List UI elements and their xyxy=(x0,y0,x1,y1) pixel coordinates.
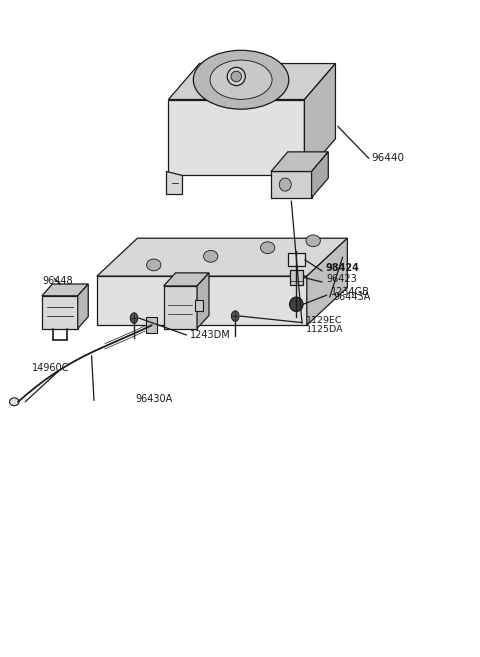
Polygon shape xyxy=(271,171,312,198)
Polygon shape xyxy=(166,171,182,194)
Polygon shape xyxy=(271,152,328,171)
Text: 98424: 98424 xyxy=(326,263,360,273)
Ellipse shape xyxy=(231,71,241,81)
Circle shape xyxy=(130,313,138,323)
Text: 96423: 96423 xyxy=(326,274,357,284)
Ellipse shape xyxy=(210,60,272,99)
Polygon shape xyxy=(97,238,348,276)
Ellipse shape xyxy=(146,259,161,271)
Bar xyxy=(289,270,303,284)
Polygon shape xyxy=(307,238,348,325)
Ellipse shape xyxy=(289,297,303,311)
Text: 96443A: 96443A xyxy=(333,292,370,302)
Bar xyxy=(146,317,157,333)
Text: 96448: 96448 xyxy=(42,276,72,286)
Polygon shape xyxy=(312,152,328,198)
Polygon shape xyxy=(168,64,336,99)
Polygon shape xyxy=(304,64,336,175)
Ellipse shape xyxy=(261,242,275,254)
Text: 14960C: 14960C xyxy=(33,363,70,373)
Text: 96430A: 96430A xyxy=(135,394,173,404)
Text: 96440: 96440 xyxy=(371,153,404,164)
Polygon shape xyxy=(164,273,209,286)
Bar xyxy=(195,300,203,311)
Ellipse shape xyxy=(227,67,245,85)
Polygon shape xyxy=(42,296,78,328)
Ellipse shape xyxy=(306,235,320,246)
Bar xyxy=(288,253,305,266)
Polygon shape xyxy=(164,286,197,328)
Polygon shape xyxy=(168,99,304,175)
Text: 1125DA: 1125DA xyxy=(306,325,344,334)
Circle shape xyxy=(231,311,239,321)
Polygon shape xyxy=(42,284,88,296)
Ellipse shape xyxy=(10,398,19,406)
Text: 1129EC: 1129EC xyxy=(306,316,342,325)
Ellipse shape xyxy=(204,250,218,262)
Polygon shape xyxy=(78,284,88,328)
Ellipse shape xyxy=(193,51,289,109)
Ellipse shape xyxy=(279,178,291,191)
Polygon shape xyxy=(97,276,307,325)
Polygon shape xyxy=(197,273,209,328)
Text: 1234GB: 1234GB xyxy=(331,287,370,297)
Text: 1243DM: 1243DM xyxy=(190,330,231,340)
